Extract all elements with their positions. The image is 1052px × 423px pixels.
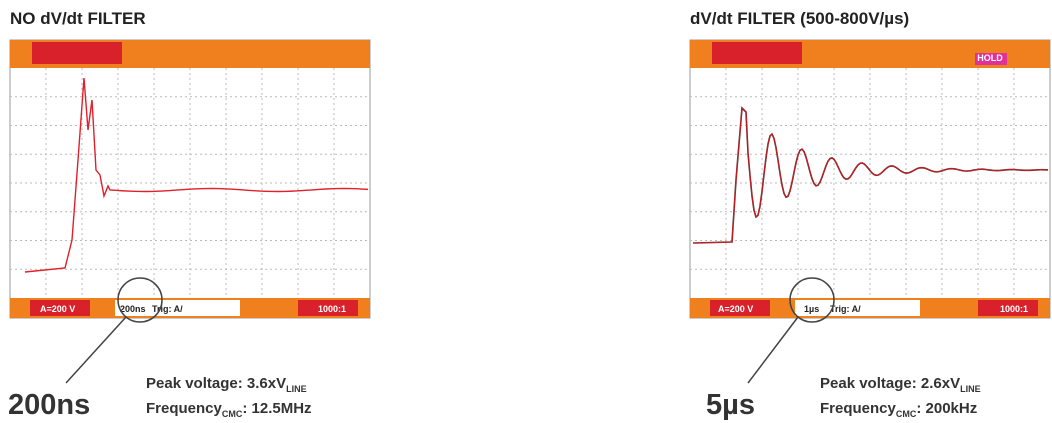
scope-top-box — [32, 42, 122, 64]
scope-timebase: 1µs — [804, 304, 819, 314]
scope-ratio: 1000:1 — [318, 304, 346, 314]
timescale-label: 5µs — [706, 389, 755, 421]
scope-top-box — [712, 42, 802, 64]
callout-line — [66, 317, 126, 383]
frequency-sub: CMC — [896, 409, 917, 419]
peak-label: Peak voltage: 3.6xV — [146, 375, 286, 392]
figure: NO dV/dt FILTER dV/dt FILTER (500-800V/µ… — [0, 0, 1052, 423]
scope-ratio: 1000:1 — [1000, 304, 1028, 314]
panel-title: NO dV/dt FILTER — [10, 9, 146, 28]
frequency-label: Frequency — [146, 400, 223, 417]
frequency-sub: CMC — [222, 409, 243, 419]
frequency: FrequencyCMC: 12.5MHz — [146, 400, 312, 419]
frequency-value: : 200kHz — [916, 400, 977, 417]
peak-voltage: Peak voltage: 2.6xVLINE — [820, 375, 981, 394]
peak-voltage: Peak voltage: 3.6xVLINE — [146, 375, 307, 394]
scope-trigger: Trig: A/ — [830, 304, 861, 314]
frequency-label: Frequency — [820, 400, 897, 417]
panel-title: dV/dt FILTER (500-800V/µs) — [690, 9, 909, 28]
peak-sub: LINE — [286, 384, 307, 394]
scope-trigger: Trig: A/ — [152, 304, 183, 314]
peak-sub: LINE — [960, 384, 981, 394]
scope-timebase: 200ns — [120, 304, 146, 314]
scopes — [10, 40, 1050, 318]
timescale-label: 200ns — [8, 389, 90, 421]
frequency-value: : 12.5MHz — [242, 400, 311, 417]
scope-channel: A=200 V — [718, 304, 753, 314]
scope-status: HOLD — [977, 53, 1003, 63]
callout-line — [748, 317, 798, 383]
scope-channel: A=200 V — [40, 304, 75, 314]
peak-label: Peak voltage: 2.6xV — [820, 375, 960, 392]
frequency: FrequencyCMC: 200kHz — [820, 400, 977, 419]
